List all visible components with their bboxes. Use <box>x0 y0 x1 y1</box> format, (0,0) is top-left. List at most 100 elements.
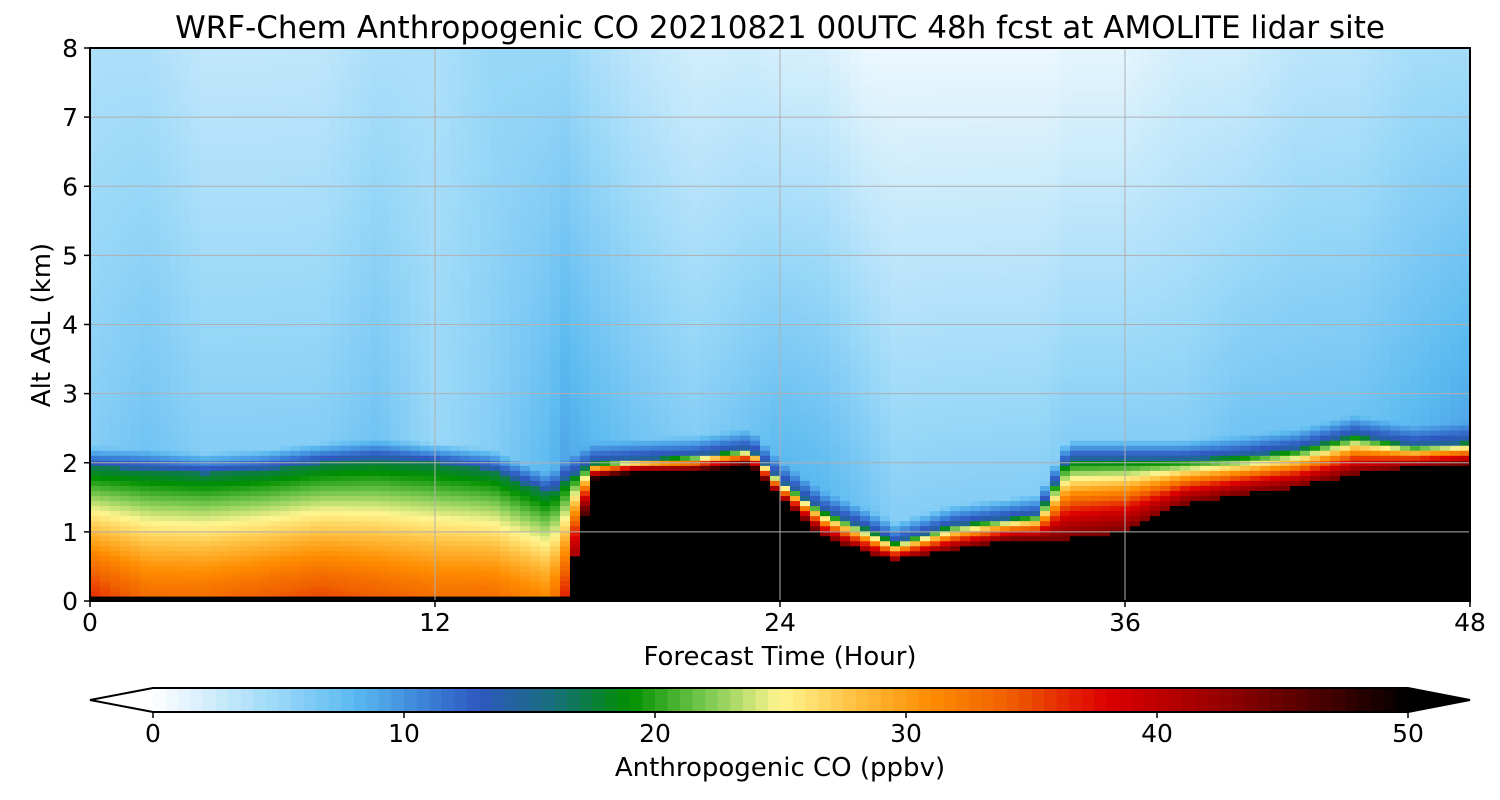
heat-cell <box>250 244 261 250</box>
heat-cell <box>210 575 221 582</box>
heat-cell <box>500 515 511 522</box>
heat-cell <box>420 565 431 572</box>
heat-cell <box>140 349 151 356</box>
heat-cell <box>320 314 331 321</box>
heat-cell <box>270 369 281 376</box>
heat-cell <box>490 138 501 145</box>
heat-cell <box>110 445 121 451</box>
heat-cell <box>350 58 361 64</box>
heat-cell <box>530 404 541 411</box>
heat-cell <box>360 590 371 597</box>
heat-cell <box>230 73 241 79</box>
heat-cell <box>180 239 191 245</box>
heat-cell <box>230 88 241 94</box>
heat-cell <box>280 404 291 411</box>
heat-cell <box>160 560 171 567</box>
heat-cell <box>520 404 531 411</box>
heat-cell <box>150 580 161 587</box>
heat-cell <box>130 249 141 255</box>
heat-cell <box>130 435 141 441</box>
heat-cell <box>360 83 371 89</box>
heat-cell <box>480 254 491 260</box>
heat-cell <box>540 520 551 527</box>
heat-cell <box>450 138 461 145</box>
heat-cell <box>520 319 531 326</box>
heat-cell <box>90 465 101 471</box>
heat-cell <box>340 193 351 200</box>
heat-cell <box>380 299 391 305</box>
heat-cell <box>340 440 351 446</box>
heat-cell <box>460 244 471 250</box>
heat-cell <box>340 399 351 406</box>
heat-cell <box>390 590 401 597</box>
heat-cell <box>190 68 201 74</box>
heat-cell <box>250 319 261 326</box>
heat-cell <box>510 208 521 215</box>
heat-cell <box>120 359 131 366</box>
heat-cell <box>240 118 251 125</box>
heat-cell <box>340 465 351 471</box>
heat-cell <box>300 259 311 265</box>
heat-cell <box>90 495 101 502</box>
heat-cell <box>470 339 481 346</box>
heat-cell <box>100 515 111 522</box>
heat-cell <box>380 269 391 275</box>
heat-cell <box>360 143 371 150</box>
heat-cell <box>120 430 131 436</box>
heat-cell <box>280 420 291 426</box>
heat-cell <box>510 118 521 125</box>
heat-cell <box>130 103 141 109</box>
heat-cell <box>310 148 321 155</box>
heat-cell <box>520 530 531 537</box>
heat-cell <box>510 465 521 471</box>
heat-cell <box>390 470 401 476</box>
heat-cell <box>320 198 331 205</box>
heat-cell <box>490 525 501 532</box>
heat-cell <box>460 228 471 235</box>
heat-cell <box>170 525 181 532</box>
heat-cell <box>290 213 301 220</box>
heat-cell <box>500 264 511 270</box>
heat-cell <box>290 510 301 517</box>
heat-cell <box>170 143 181 150</box>
heat-cell <box>140 334 151 341</box>
heat-cell <box>90 404 101 411</box>
heat-cell <box>380 450 391 456</box>
heat-cell <box>510 420 521 426</box>
heat-cell <box>370 515 381 522</box>
heat-cell <box>110 349 121 356</box>
heat-cell <box>450 379 461 386</box>
heat-cell <box>210 455 221 461</box>
heat-cell <box>160 495 171 502</box>
heat-cell <box>250 384 261 391</box>
heat-cell <box>230 188 241 195</box>
heat-cell <box>450 349 461 356</box>
heat-cell <box>270 575 281 582</box>
heat-cell <box>520 193 531 200</box>
heat-cell <box>420 259 431 265</box>
heat-cell <box>520 420 531 426</box>
heat-cell <box>120 570 131 577</box>
heat-cell <box>310 73 321 79</box>
heat-cell <box>120 48 131 54</box>
heat-cell <box>410 555 421 562</box>
heat-cell <box>510 555 521 562</box>
heat-cell <box>230 178 241 185</box>
heat-cell <box>540 420 551 426</box>
heat-cell <box>340 560 351 567</box>
heat-cell <box>140 153 151 160</box>
heat-cell <box>300 304 311 311</box>
heat-cell <box>490 259 501 265</box>
heat-cell <box>340 580 351 587</box>
heat-cell <box>250 580 261 587</box>
heat-cell <box>140 450 151 456</box>
heat-cell <box>460 118 471 125</box>
heat-cell <box>350 394 361 401</box>
heat-cell <box>260 118 271 125</box>
heat-cell <box>180 515 191 522</box>
heat-cell <box>310 299 321 305</box>
heat-cell <box>530 223 541 230</box>
heat-cell <box>180 550 191 557</box>
heat-cell <box>220 440 231 446</box>
heat-cell <box>100 163 111 170</box>
